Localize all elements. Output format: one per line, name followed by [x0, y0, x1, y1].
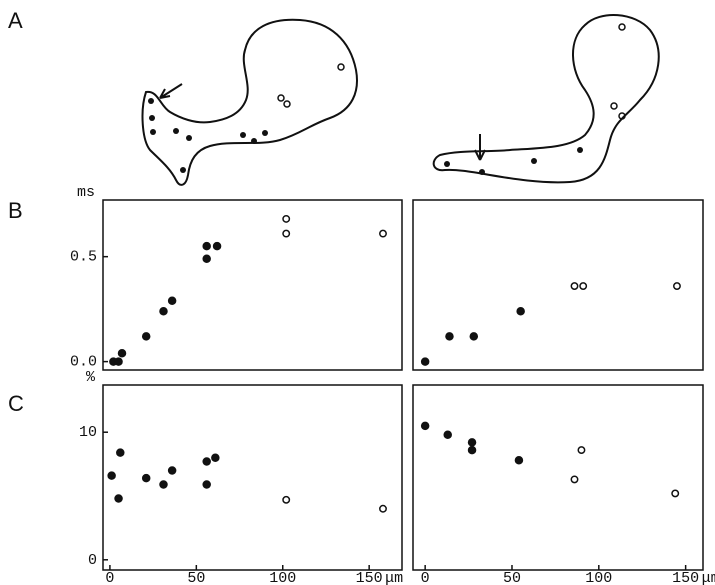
data-point — [577, 446, 586, 455]
x-axis-label: μm — [702, 570, 715, 585]
cell-dots — [148, 98, 268, 173]
arrow — [159, 83, 183, 99]
y-axis-label: ms — [77, 184, 95, 201]
data-point — [159, 306, 168, 316]
data-point — [443, 430, 452, 440]
data-point — [117, 348, 127, 358]
data-point — [671, 489, 680, 498]
data-point — [673, 282, 681, 290]
data-point — [114, 494, 123, 503]
data-point — [202, 254, 211, 264]
data-point — [141, 332, 151, 341]
data-point — [379, 504, 387, 513]
x-tick-label: 150 — [672, 570, 699, 585]
x-tick-label: 50 — [187, 570, 205, 585]
arrow — [474, 134, 486, 161]
plot-frame — [102, 199, 403, 371]
data-point — [202, 480, 211, 489]
data-point — [107, 471, 116, 480]
x-tick-label: 50 — [503, 570, 521, 585]
data-point — [516, 306, 525, 316]
data-point — [212, 241, 222, 251]
x-tick-label: 150 — [356, 570, 383, 585]
data-point — [282, 495, 291, 504]
panel-label: C — [8, 391, 24, 416]
x-tick-label: 0 — [421, 570, 430, 585]
data-point — [570, 475, 579, 484]
data-point — [202, 241, 211, 251]
y-tick-label: 0 — [88, 552, 97, 569]
data-point — [114, 357, 123, 366]
plot-frame — [102, 384, 403, 571]
data-point — [159, 480, 168, 489]
panel-label: B — [8, 198, 23, 223]
y-tick-label: 0.0 — [70, 354, 97, 371]
data-point — [445, 332, 454, 341]
cell-dots — [444, 147, 583, 175]
data-point — [420, 421, 430, 431]
data-point — [420, 357, 430, 366]
y-axis-label: % — [86, 369, 96, 386]
data-point — [579, 282, 588, 290]
data-point — [469, 332, 479, 341]
y-tick-label: 10 — [79, 424, 97, 441]
data-point — [570, 282, 579, 290]
cell-open-dots — [277, 63, 345, 108]
y-tick-label: 0.5 — [70, 249, 97, 266]
data-point — [282, 214, 291, 223]
x-axis-label: μm — [385, 570, 403, 585]
data-point — [282, 229, 291, 238]
panel-label: A — [8, 8, 23, 33]
x-tick-label: 100 — [585, 570, 612, 585]
data-point — [116, 448, 125, 457]
data-point — [167, 296, 177, 305]
data-point — [141, 473, 151, 483]
x-tick-label: 100 — [269, 570, 296, 585]
plot-frame — [412, 199, 704, 371]
cell-outline — [141, 18, 358, 186]
data-point — [379, 229, 387, 238]
cell-drawing-left — [141, 18, 358, 186]
data-point — [467, 445, 477, 455]
data-point — [467, 438, 477, 447]
data-point — [211, 453, 220, 462]
plot-frame — [412, 384, 704, 571]
cell-open-dots — [610, 23, 626, 120]
data-point — [167, 466, 177, 475]
cell-outline — [432, 13, 660, 184]
x-tick-label: 0 — [105, 570, 114, 585]
cell-drawing-right — [432, 13, 660, 184]
data-point — [514, 456, 524, 465]
data-point — [202, 457, 211, 466]
